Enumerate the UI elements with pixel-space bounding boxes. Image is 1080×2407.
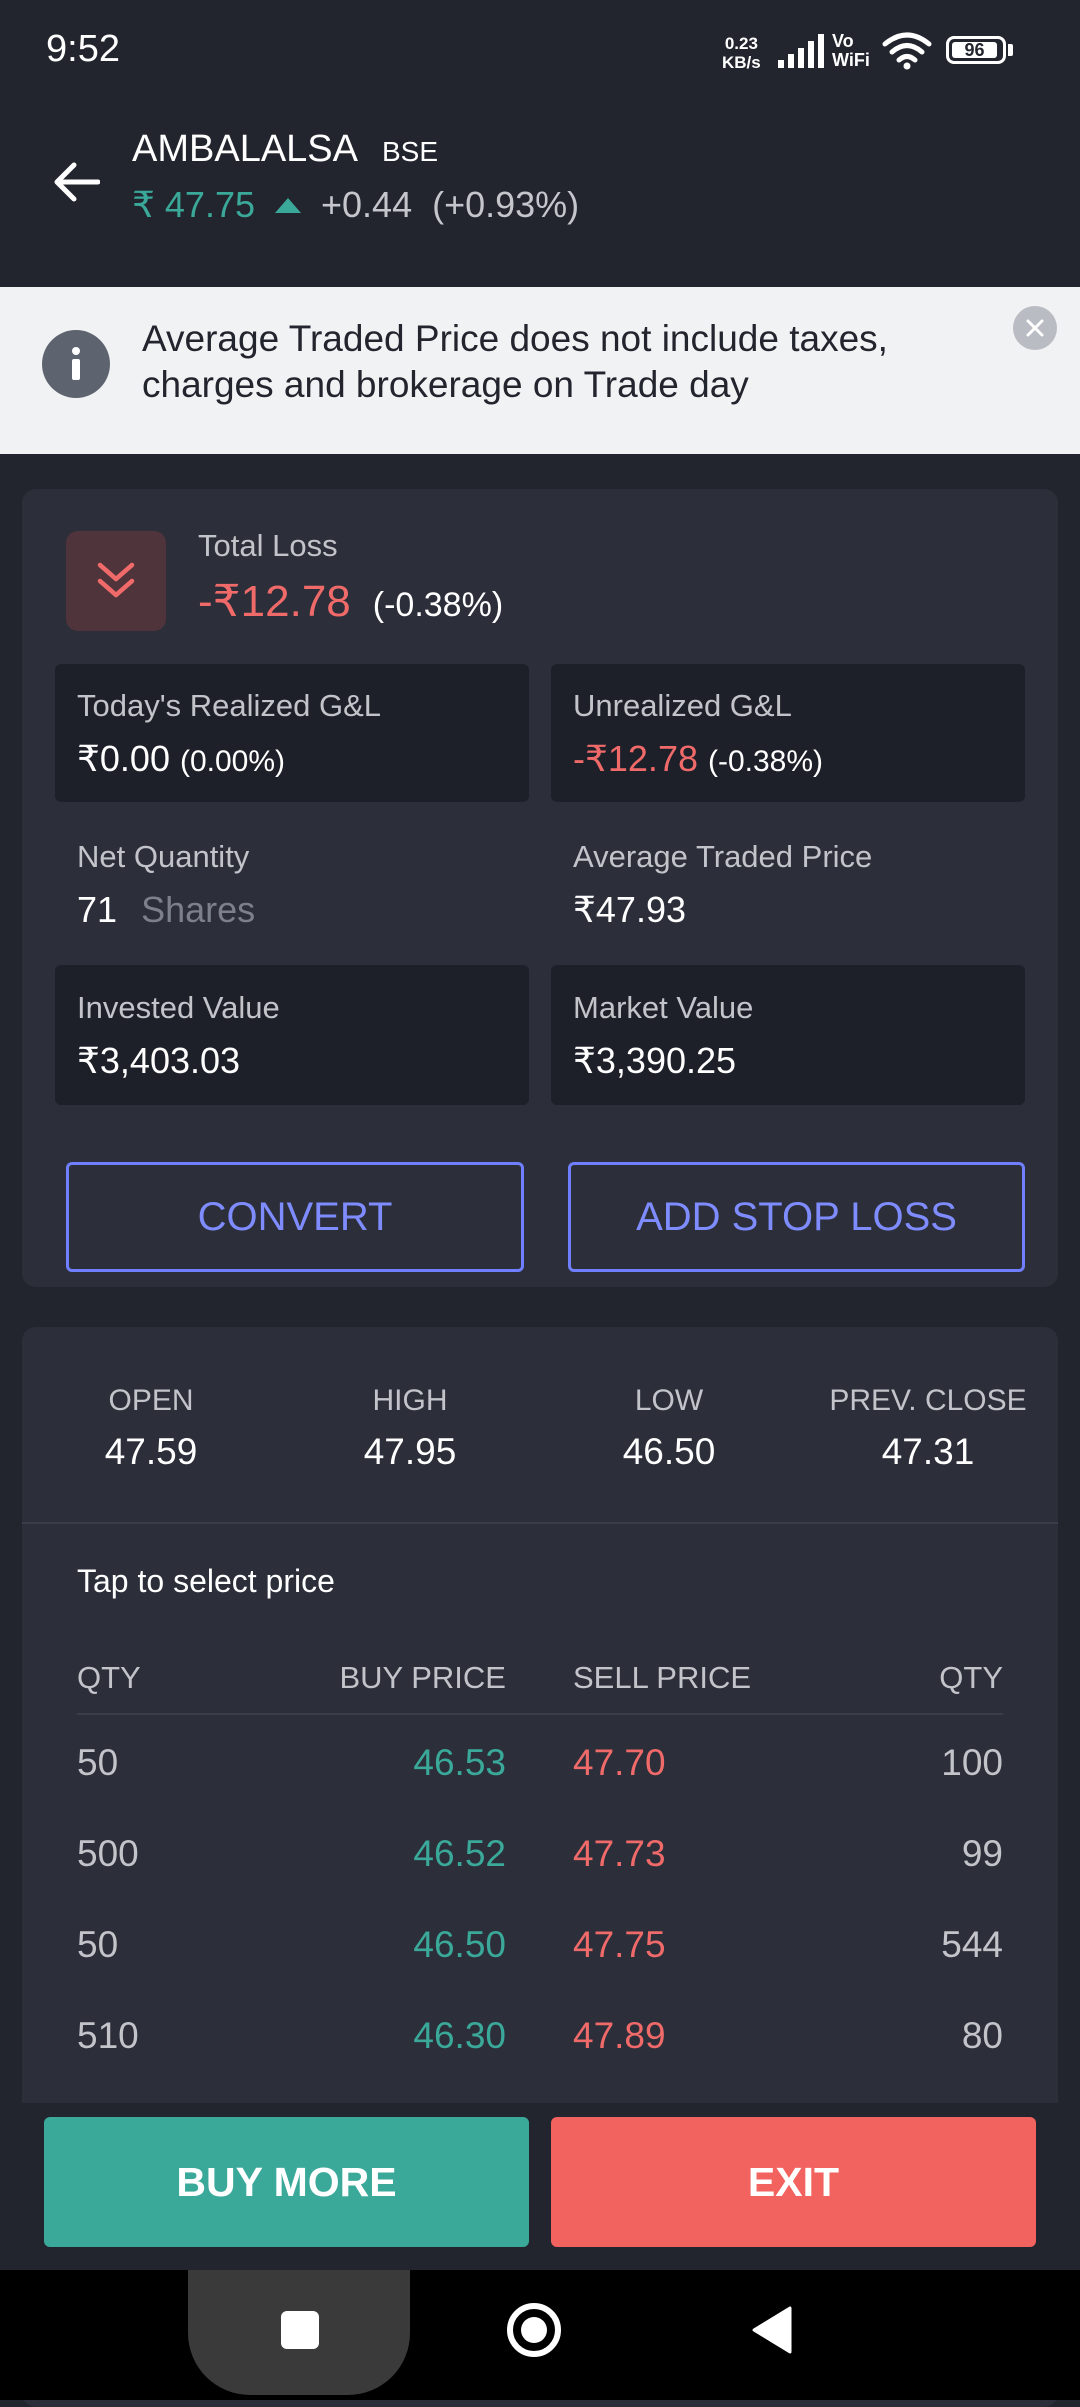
avg-traded-price-label: Average Traded Price bbox=[573, 839, 873, 874]
net-quantity-unit: Shares bbox=[141, 889, 256, 930]
last-price: ₹ 47.75 bbox=[132, 184, 255, 225]
depth-ask-qty: 80 bbox=[961, 2015, 1003, 2056]
depth-header-divider bbox=[77, 1713, 1003, 1715]
buy-more-button[interactable]: BUY MORE bbox=[44, 2117, 529, 2247]
status-time: 9:52 bbox=[46, 28, 120, 70]
depth-bid-qty: 50 bbox=[77, 1742, 119, 1783]
depth-bid-qty: 510 bbox=[77, 2015, 139, 2056]
loss-indicator bbox=[66, 531, 166, 631]
price-change: +0.44 bbox=[321, 184, 413, 225]
bid-qty-header: QTY bbox=[77, 1660, 141, 1695]
avg-traded-price-value: ₹47.93 bbox=[573, 889, 686, 930]
convert-button[interactable]: CONVERT bbox=[66, 1162, 524, 1272]
invested-value: ₹3,403.03 bbox=[77, 1040, 241, 1081]
unrealized-gl-row: -₹12.78 (-0.38%) bbox=[573, 738, 823, 780]
price-change-percent: (+0.93%) bbox=[432, 184, 580, 225]
sell-price-header: SELL PRICE bbox=[573, 1660, 752, 1695]
position-card bbox=[22, 489, 1058, 1287]
ask-qty-header: QTY bbox=[939, 1660, 1003, 1695]
total-loss-row: -₹12.78 (-0.38%) bbox=[198, 576, 503, 627]
depth-ask-qty: 99 bbox=[961, 1833, 1003, 1874]
info-banner bbox=[0, 287, 1080, 454]
depth-sell-price[interactable]: 47.89 bbox=[573, 2015, 666, 2056]
buy-price-header: BUY PRICE bbox=[339, 1660, 506, 1695]
invested-value-box bbox=[55, 965, 529, 1105]
vowifi-bottom: WiFi bbox=[832, 50, 870, 70]
close-icon bbox=[1026, 319, 1044, 337]
net-quantity-label: Net Quantity bbox=[77, 839, 250, 874]
depth-sell-price[interactable]: 47.73 bbox=[573, 1833, 666, 1874]
wifi-icon bbox=[882, 32, 932, 70]
net-quantity-value: 71 bbox=[77, 889, 118, 930]
prev-close-value: 47.31 bbox=[881, 1431, 975, 1472]
depth-bid-qty: 500 bbox=[77, 1833, 139, 1874]
stock-symbol: AMBALALSA bbox=[132, 128, 358, 170]
nav-recents-button[interactable] bbox=[260, 2290, 340, 2370]
high-label: HIGH bbox=[372, 1384, 448, 1417]
unrealized-gl-percent: (-0.38%) bbox=[707, 745, 824, 778]
vowifi-indicator: Vo WiFi bbox=[832, 32, 870, 70]
square-icon bbox=[281, 2311, 319, 2349]
unrealized-gl-value: -₹12.78 bbox=[573, 738, 698, 779]
open-label: OPEN bbox=[108, 1384, 194, 1417]
depth-buy-price[interactable]: 46.52 bbox=[413, 1833, 506, 1874]
total-loss-value: -₹12.78 bbox=[198, 577, 351, 626]
up-arrow-icon bbox=[275, 197, 301, 213]
battery-level: 96 bbox=[952, 41, 997, 59]
realized-gl-percent: (0.00%) bbox=[179, 745, 286, 778]
realized-gl-value: ₹0.00 bbox=[77, 738, 170, 779]
high-value: 47.95 bbox=[363, 1431, 457, 1472]
market-value: ₹3,390.25 bbox=[573, 1040, 737, 1081]
low-value: 46.50 bbox=[622, 1431, 716, 1472]
market-value-label: Market Value bbox=[573, 990, 754, 1025]
depth-ask-qty: 100 bbox=[941, 1742, 1003, 1783]
battery-icon: 96 bbox=[946, 36, 1006, 64]
total-loss-percent: (-0.38%) bbox=[372, 586, 504, 624]
ohlc-divider bbox=[22, 1522, 1058, 1524]
circle-icon bbox=[507, 2303, 561, 2357]
realized-gl-row: ₹0.00 (0.00%) bbox=[77, 738, 285, 780]
info-glyph-icon bbox=[72, 347, 80, 380]
triangle-back-icon bbox=[752, 2306, 792, 2354]
back-button[interactable] bbox=[36, 142, 116, 222]
network-speed-value: 0.23 bbox=[724, 34, 758, 53]
signal-icon bbox=[778, 34, 824, 68]
back-arrow-icon bbox=[54, 162, 100, 202]
tap-to-select-label: Tap to select price bbox=[77, 1563, 335, 1599]
invested-value-label: Invested Value bbox=[77, 990, 280, 1025]
prev-close-label: PREV. CLOSE bbox=[829, 1384, 1027, 1417]
market-value-box bbox=[551, 965, 1025, 1105]
depth-sell-price[interactable]: 47.75 bbox=[573, 1924, 666, 1965]
network-speed: 0.23 KB/s bbox=[722, 34, 761, 72]
nav-home-button[interactable] bbox=[494, 2290, 574, 2370]
low-label: LOW bbox=[634, 1384, 704, 1417]
open-value: 47.59 bbox=[104, 1431, 198, 1472]
info-icon bbox=[42, 330, 110, 398]
double-chevron-down-icon bbox=[97, 562, 135, 598]
battery-tip bbox=[1008, 44, 1013, 56]
depth-buy-price[interactable]: 46.30 bbox=[413, 2015, 506, 2056]
vowifi-top: Vo bbox=[832, 31, 854, 51]
close-banner-button[interactable] bbox=[1013, 306, 1057, 350]
unrealized-gl-box bbox=[551, 664, 1025, 802]
network-speed-unit: KB/s bbox=[722, 53, 761, 72]
nav-back-button[interactable] bbox=[732, 2290, 812, 2370]
status-bar bbox=[0, 0, 1080, 100]
info-banner-text: Average Traded Price does not include ta… bbox=[142, 318, 888, 405]
total-loss-label: Total Loss bbox=[198, 528, 338, 563]
realized-gl-box bbox=[55, 664, 529, 802]
realized-gl-label: Today's Realized G&L bbox=[77, 688, 382, 723]
net-quantity-row: 71 Shares bbox=[77, 889, 255, 931]
depth-buy-price[interactable]: 46.53 bbox=[413, 1742, 506, 1783]
depth-sell-price[interactable]: 47.70 bbox=[573, 1742, 666, 1783]
depth-ask-qty: 544 bbox=[941, 1924, 1003, 1965]
add-stop-loss-button[interactable]: ADD STOP LOSS bbox=[568, 1162, 1025, 1272]
depth-buy-price[interactable]: 46.50 bbox=[413, 1924, 506, 1965]
price-row: ₹ 47.75 +0.44 (+0.93%) bbox=[132, 184, 579, 226]
exit-button[interactable]: EXIT bbox=[551, 2117, 1036, 2247]
unrealized-gl-label: Unrealized G&L bbox=[573, 688, 792, 723]
depth-bid-qty: 50 bbox=[77, 1924, 119, 1965]
exchange-label: BSE bbox=[382, 136, 439, 167]
